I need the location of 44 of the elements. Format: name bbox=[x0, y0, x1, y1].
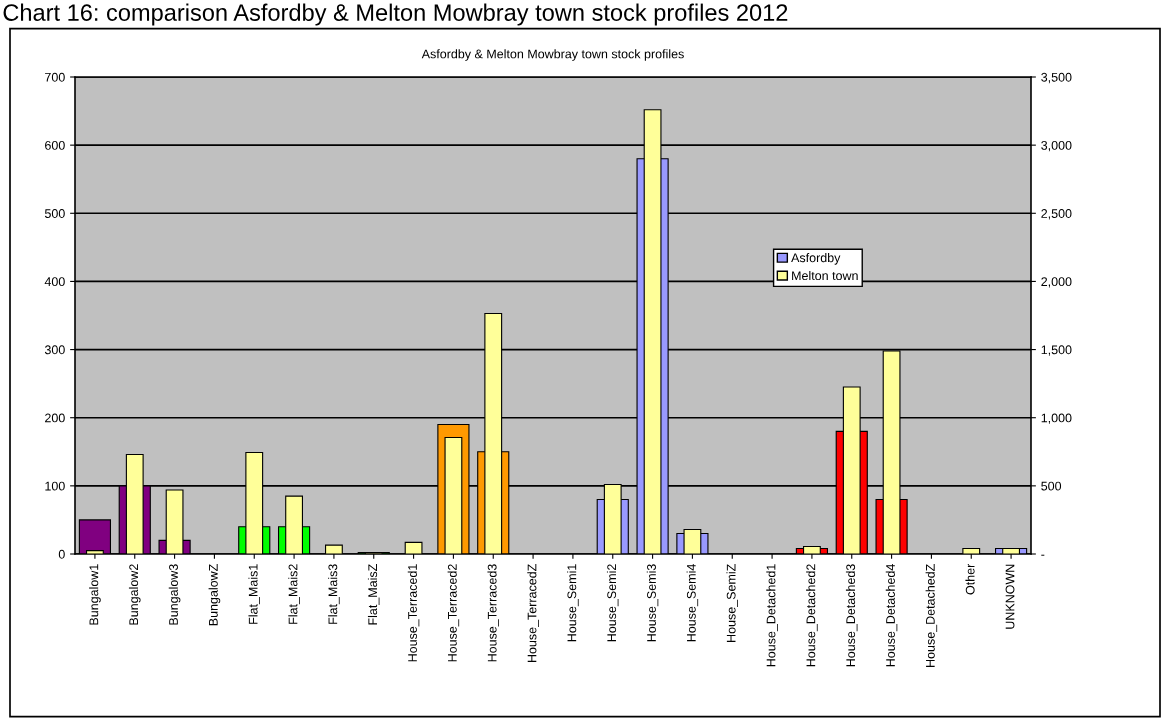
x-tick-label: Bungalow3 bbox=[168, 564, 181, 625]
x-tick-label: House_Terraced2 bbox=[447, 564, 460, 662]
y-tick-label: 400 bbox=[44, 277, 65, 287]
y2-tick-label: 3,500 bbox=[1041, 72, 1072, 84]
x-tick-label: House_Semi3 bbox=[646, 564, 659, 642]
x-tick-label: House_Terraced3 bbox=[487, 564, 499, 662]
x-tick-label: House_Semi2 bbox=[606, 564, 619, 642]
y2-tick-label: 1,500 bbox=[1041, 345, 1072, 356]
x-tick-label: House_Detached1 bbox=[766, 564, 778, 667]
x-tick-label: BungalowZ bbox=[208, 564, 221, 626]
y2-tick-label: 2,500 bbox=[1041, 209, 1072, 220]
x-tick-label: House_Terraced1 bbox=[407, 564, 420, 662]
y-tick-label: 100 bbox=[45, 481, 65, 491]
y-tick-label: 0 bbox=[58, 549, 65, 559]
y2-tick-label: 3,000 bbox=[1041, 140, 1072, 152]
x-tick-label: Bungalow1 bbox=[89, 564, 101, 625]
x-tick-label: Other bbox=[965, 563, 975, 595]
x-tick-label: House_Semi1 bbox=[567, 564, 579, 642]
legend-label: Melton town bbox=[792, 270, 858, 281]
x-tick-label: UNKNOWN bbox=[1005, 564, 1015, 629]
y2-tick-label: 2,000 bbox=[1041, 277, 1072, 288]
x-tick-label: Flat_Mais2 bbox=[288, 564, 300, 624]
y2-tick-label: 500 bbox=[1041, 481, 1062, 491]
y-tick-label: 600 bbox=[45, 140, 65, 150]
x-tick-label: House_Semi4 bbox=[686, 564, 699, 642]
x-tick-label: Flat_MaisZ bbox=[367, 564, 380, 625]
y-tick-label: 200 bbox=[45, 413, 65, 423]
y2-tick-label: - bbox=[1041, 554, 1045, 556]
x-tick-label: House_Detached3 bbox=[845, 564, 858, 667]
y-tick-label: 500 bbox=[44, 209, 65, 218]
chart-subtitle: Asfordby & Melton Mowbray town stock profiles bbox=[421, 49, 684, 61]
x-tick-label: House_DetachedZ bbox=[925, 564, 938, 667]
y-tick-label: 700 bbox=[45, 72, 65, 82]
x-tick-label: Flat_Mais3 bbox=[328, 564, 340, 624]
x-tick-label: House_SemiZ bbox=[726, 564, 738, 642]
legend-label: Asfordby bbox=[791, 253, 841, 265]
x-tick-label: House_TerracedZ bbox=[527, 564, 539, 663]
chart-title: Chart 16: comparison Asfordby & Melton Mowbray town stock profiles 2012 bbox=[3, 3, 788, 26]
x-tick-label: Bungalow2 bbox=[128, 564, 141, 625]
x-tick-label: Flat_Mais1 bbox=[248, 564, 260, 624]
y2-tick-label: 1,000 bbox=[1041, 413, 1072, 424]
x-tick-label: House_Detached4 bbox=[885, 564, 898, 667]
x-tick-label: House_Detached2 bbox=[806, 564, 818, 667]
y-tick-label: 300 bbox=[44, 345, 65, 355]
